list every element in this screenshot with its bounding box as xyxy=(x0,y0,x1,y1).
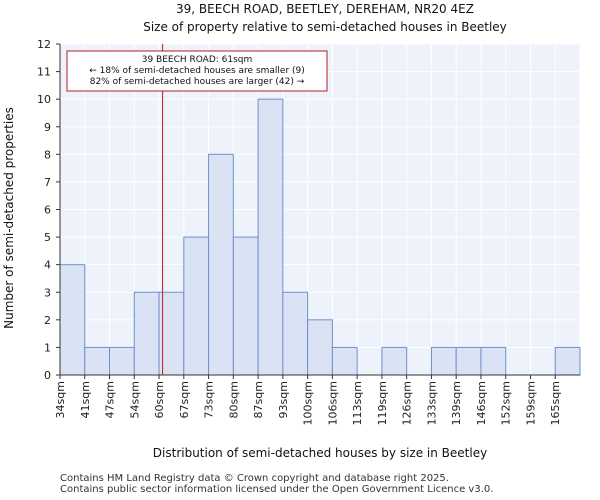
x-tick-label: 54sqm xyxy=(128,381,141,418)
bar xyxy=(109,346,135,376)
x-tick-label: 113sqm xyxy=(351,381,364,425)
bar xyxy=(158,291,185,376)
bar xyxy=(282,291,309,376)
y-tick-label: 12 xyxy=(37,38,51,51)
bar xyxy=(183,236,210,376)
bar xyxy=(59,264,86,376)
x-tick-label: 73sqm xyxy=(203,381,216,418)
y-tick-label: 0 xyxy=(44,369,51,382)
y-tick-label: 3 xyxy=(44,286,51,299)
y-axis-label: Number of semi-detached properties xyxy=(2,107,16,329)
footer-line-1: Contains HM Land Registry data © Crown c… xyxy=(60,473,449,484)
x-tick-label: 133sqm xyxy=(425,381,438,425)
annotation-box xyxy=(66,50,328,92)
y-tick-label: 7 xyxy=(44,176,51,189)
y-tick-label: 5 xyxy=(44,231,51,244)
x-tick-label: 67sqm xyxy=(178,381,191,418)
x-tick-label: 100sqm xyxy=(302,381,315,425)
x-tick-label: 106sqm xyxy=(326,381,339,425)
bar xyxy=(232,236,259,376)
x-tick-label: 93sqm xyxy=(277,381,290,418)
y-tick-label: 11 xyxy=(37,66,51,79)
annotation-line: ← 18% of semi-detached houses are smalle… xyxy=(89,66,305,76)
bar xyxy=(133,291,160,376)
x-tick-label: 80sqm xyxy=(227,381,240,418)
x-tick-label: 139sqm xyxy=(450,381,463,425)
x-tick-label: 60sqm xyxy=(153,381,166,418)
x-tick-label: 34sqm xyxy=(54,381,67,418)
annotation-line: 39 BEECH ROAD: 61sqm xyxy=(142,55,253,65)
x-axis-label: Distribution of semi-detached houses by … xyxy=(153,446,487,460)
x-tick-label: 146sqm xyxy=(475,381,488,425)
annotation-line: 82% of semi-detached houses are larger (… xyxy=(90,77,305,87)
y-tick-label: 9 xyxy=(44,121,51,134)
bar xyxy=(430,346,457,376)
bar xyxy=(331,346,358,376)
y-tick-label: 6 xyxy=(44,204,51,217)
y-tick-label: 4 xyxy=(44,259,51,272)
chart-subtitle: Size of property relative to semi-detach… xyxy=(143,20,507,34)
y-tick-label: 10 xyxy=(37,93,51,106)
x-tick-label: 152sqm xyxy=(500,381,513,425)
y-tick-label: 1 xyxy=(44,341,51,354)
x-tick-label: 119sqm xyxy=(376,381,389,425)
bar xyxy=(480,346,507,376)
y-tick-label: 2 xyxy=(44,314,51,327)
y-tick-label: 8 xyxy=(44,148,51,161)
bar xyxy=(257,98,284,376)
bar xyxy=(307,319,333,376)
bar xyxy=(554,346,581,376)
footer-line-2: Contains public sector information licen… xyxy=(60,484,494,495)
footer: Contains HM Land Registry data © Crown c… xyxy=(60,473,493,495)
x-tick-label: 47sqm xyxy=(104,381,117,418)
bar xyxy=(84,346,111,376)
chart-title: 39, BEECH ROAD, BEETLEY, DEREHAM, NR20 4… xyxy=(176,2,474,16)
x-tick-label: 41sqm xyxy=(79,381,92,418)
bar xyxy=(381,346,408,376)
bar xyxy=(208,153,234,376)
x-tick-label: 159sqm xyxy=(524,381,537,425)
x-tick-label: 126sqm xyxy=(401,381,414,425)
x-tick-label: 87sqm xyxy=(252,381,265,418)
bar xyxy=(455,346,482,376)
x-tick-label: 165sqm xyxy=(549,381,562,425)
